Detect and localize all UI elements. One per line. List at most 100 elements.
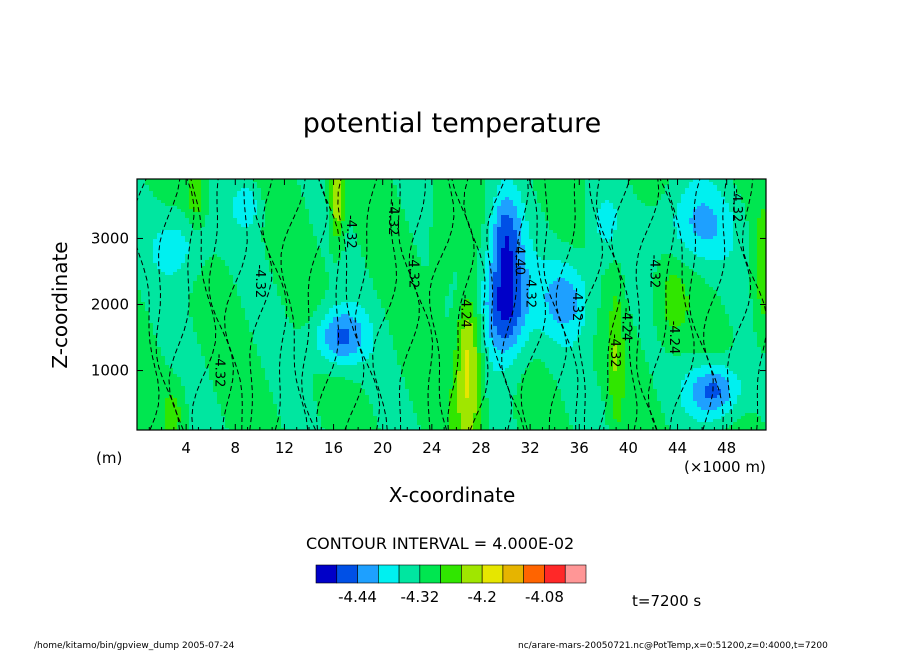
field-cell [741, 224, 745, 227]
field-cell [649, 200, 653, 203]
field-cell [221, 227, 225, 230]
field-cell [441, 257, 445, 260]
field-cell [457, 245, 461, 248]
field-cell [657, 185, 661, 188]
field-cell [177, 197, 181, 200]
field-cell [577, 236, 581, 239]
field-cell [261, 227, 265, 230]
field-cell [377, 245, 381, 248]
field-cell [285, 224, 289, 227]
field-cell [293, 185, 297, 188]
field-cell [501, 224, 505, 227]
field-cell [217, 194, 221, 197]
field-cell [425, 185, 429, 188]
field-cell [249, 182, 253, 185]
field-cell [669, 257, 673, 260]
field-cell [469, 242, 473, 245]
field-cell [433, 257, 437, 260]
field-cell [221, 242, 225, 245]
field-cell [229, 224, 233, 227]
field-cell [309, 230, 313, 233]
field-cell [553, 203, 557, 206]
field-cell [685, 233, 689, 236]
field-cell [137, 242, 141, 245]
field-cell [369, 236, 373, 239]
field-cell [145, 254, 149, 257]
field-cell [381, 179, 385, 182]
field-cell [385, 239, 389, 242]
field-cell [169, 212, 173, 215]
field-cell [349, 269, 353, 272]
field-cell [549, 236, 553, 239]
field-cell [357, 254, 361, 257]
field-cell [385, 221, 389, 224]
field-cell [197, 260, 201, 263]
field-cell [741, 251, 745, 254]
field-cell [757, 215, 761, 218]
field-cell [681, 242, 685, 245]
field-cell [621, 224, 625, 227]
field-cell [653, 242, 657, 245]
field-cell [285, 239, 289, 242]
field-cell [253, 260, 257, 263]
field-cell [153, 206, 157, 209]
field-cell [281, 188, 285, 191]
field-cell [153, 230, 157, 233]
field-cell [601, 254, 605, 257]
field-cell [577, 266, 581, 269]
field-cell [657, 263, 661, 266]
field-cell [557, 224, 561, 227]
field-cell [233, 179, 237, 182]
field-cell [621, 188, 625, 191]
field-cell [685, 179, 689, 182]
field-cell [653, 194, 657, 197]
field-cell [165, 197, 169, 200]
field-cell [181, 218, 185, 221]
field-cell [221, 245, 225, 248]
field-cell [649, 263, 653, 266]
field-cell [277, 257, 281, 260]
field-cell [725, 203, 729, 206]
field-cell [205, 242, 209, 245]
field-cell [149, 254, 153, 257]
field-cell [529, 218, 533, 221]
field-cell [657, 194, 661, 197]
field-cell [513, 221, 517, 224]
field-cell [173, 206, 177, 209]
field-cell [393, 257, 397, 260]
field-cell [437, 236, 441, 239]
field-cell [177, 209, 181, 212]
field-cell [177, 245, 181, 248]
field-cell [433, 236, 437, 239]
field-cell [673, 257, 677, 260]
field-cell [717, 239, 721, 242]
field-cell [597, 239, 601, 242]
field-cell [269, 221, 273, 224]
field-cell [709, 218, 713, 221]
field-cell [489, 239, 493, 242]
field-cell [301, 269, 305, 272]
field-cell [545, 215, 549, 218]
field-cell [753, 242, 757, 245]
field-cell [601, 251, 605, 254]
field-cell [441, 245, 445, 248]
field-cell [309, 245, 313, 248]
field-cell [477, 218, 481, 221]
field-cell [445, 245, 449, 248]
field-cell [597, 197, 601, 200]
field-cell [389, 218, 393, 221]
field-cell [501, 188, 505, 191]
field-cell [137, 197, 141, 200]
field-cell [425, 179, 429, 182]
field-cell [541, 245, 545, 248]
field-cell [513, 185, 517, 188]
field-cell [337, 272, 341, 275]
field-cell [425, 245, 429, 248]
field-cell [589, 251, 593, 254]
field-cell [245, 209, 249, 212]
field-cell [529, 239, 533, 242]
field-cell [473, 179, 477, 182]
field-cell [497, 179, 501, 182]
field-cell [705, 239, 709, 242]
field-cell [729, 236, 733, 239]
